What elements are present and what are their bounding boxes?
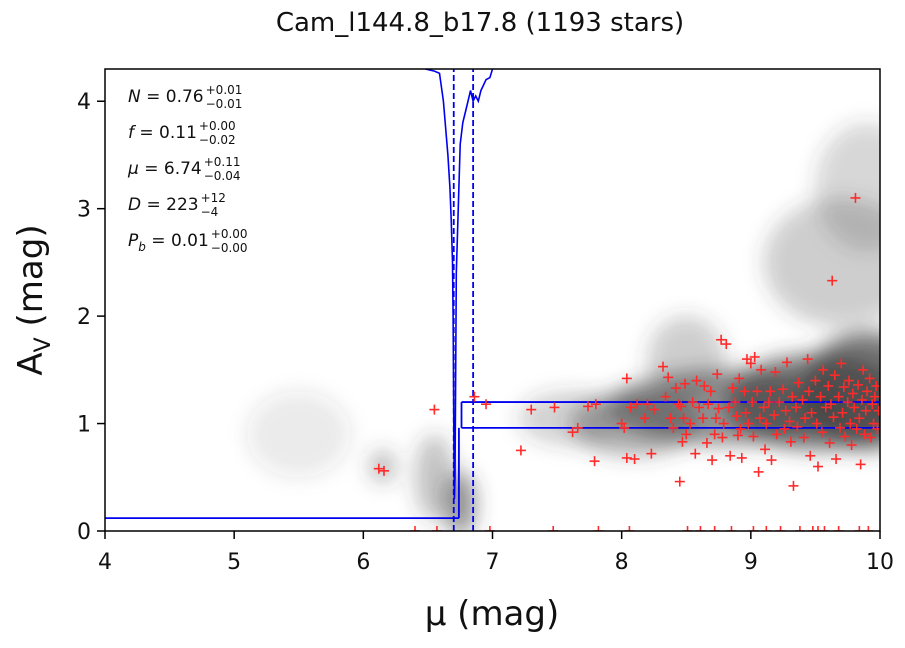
star-marker [831, 454, 841, 464]
fit-parameter-1: f = 0.11+0.00−0.02 [128, 119, 236, 147]
fit-parameter-value: f = 0.11 [128, 123, 197, 143]
fit-parameter-value: D = 223 [128, 195, 199, 215]
density-blob [247, 391, 350, 477]
x-axis-ticks: 4 5 6 7 8 9 10 [98, 531, 894, 575]
fit-parameter-upper-error: +12 [201, 191, 226, 205]
star-marker [754, 467, 764, 477]
fit-parameter-4: Pb = 0.01+0.00−0.00 [128, 227, 248, 255]
fit-parameter-value: μ = 6.74 [127, 159, 202, 179]
x-tick-label: 4 [98, 550, 112, 575]
fit-parameter-value: Pb = 0.01 [128, 231, 209, 254]
star-marker [622, 373, 632, 383]
fit-parameter-lower-error: −4 [201, 205, 219, 219]
density-blob [370, 450, 396, 482]
star-marker [767, 455, 777, 465]
fit-parameter-upper-error: +0.00 [199, 119, 236, 133]
y-axis-label: AV (mag) [11, 224, 56, 375]
y-axis-ticks: 0 1 2 3 4 [77, 90, 105, 545]
fit-parameter-3: D = 223+12−4 [128, 191, 226, 219]
fit-parameter-lower-error: −0.02 [199, 133, 236, 147]
star-marker [788, 481, 798, 491]
star-marker [516, 445, 526, 455]
star-marker [690, 449, 700, 459]
star-marker [469, 392, 479, 402]
y-tick-label: 3 [77, 198, 91, 223]
star-marker [725, 451, 735, 461]
x-tick-label: 7 [486, 550, 500, 575]
fit-parameter-upper-error: +0.00 [211, 227, 248, 241]
x-tick-label: 10 [866, 550, 894, 575]
fit-parameter-lower-error: −0.01 [206, 97, 243, 111]
density-blob [648, 316, 726, 402]
star-marker [429, 405, 439, 415]
y-tick-label: 0 [77, 520, 91, 545]
y-tick-label: 4 [77, 90, 91, 115]
y-tick-label: 1 [77, 413, 91, 438]
fit-parameter-0: N = 0.76+0.01−0.01 [128, 83, 242, 111]
star-marker [481, 399, 491, 409]
star-marker [813, 462, 823, 472]
star-marker [737, 453, 747, 463]
star-marker [675, 477, 685, 487]
x-tick-label: 8 [615, 550, 629, 575]
x-axis-label: μ (mag) [425, 594, 560, 634]
fit-parameter-annotations: N = 0.76+0.01−0.01f = 0.11+0.00−0.02μ = … [127, 83, 248, 255]
fit-parameter-lower-error: −0.04 [204, 169, 241, 183]
x-tick-label: 6 [356, 550, 370, 575]
star-marker [760, 444, 770, 454]
fit-parameter-upper-error: +0.01 [206, 83, 243, 97]
y-tick-label: 2 [77, 305, 91, 330]
fit-parameter-2: μ = 6.74+0.11−0.04 [127, 155, 241, 183]
x-tick-label: 5 [227, 550, 241, 575]
density-map [247, 123, 905, 537]
star-marker [707, 455, 717, 465]
fit-parameter-lower-error: −0.00 [211, 241, 248, 255]
density-blob [518, 391, 621, 445]
fit-parameter-value: N = 0.76 [128, 87, 204, 107]
star-marker [856, 459, 866, 469]
fit-parameter-upper-error: +0.11 [204, 155, 241, 169]
star-marker [805, 451, 815, 461]
x-tick-label: 9 [744, 550, 758, 575]
star-marker [590, 456, 600, 466]
density-blob [415, 434, 454, 520]
chart-title: Cam_l144.8_b17.8 (1193 stars) [276, 8, 684, 38]
